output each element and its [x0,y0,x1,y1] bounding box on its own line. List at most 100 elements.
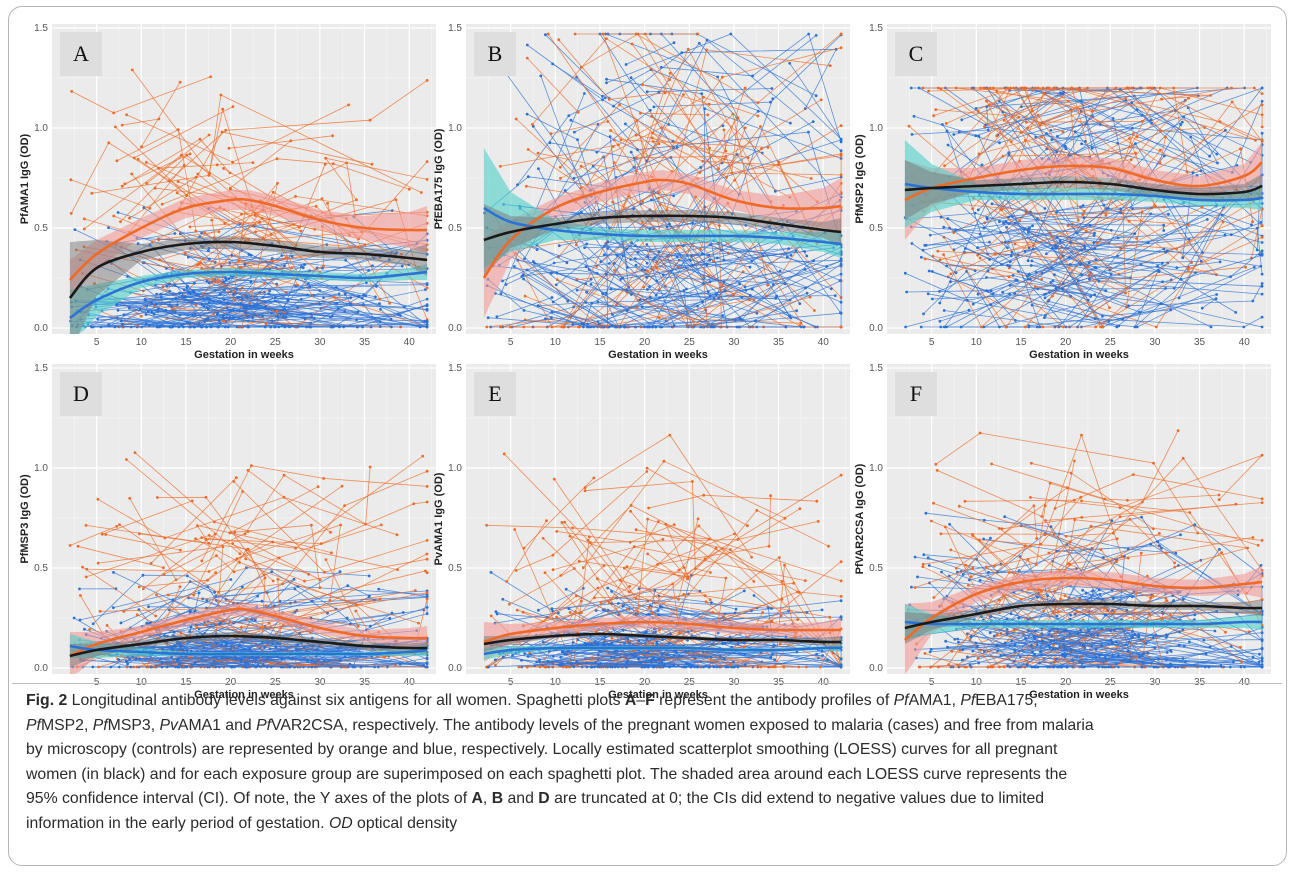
control-point [144,322,148,326]
control-point [403,305,406,309]
control-point [1031,247,1035,251]
case-point [580,611,583,615]
control-trace [576,39,842,162]
control-point [1102,556,1105,559]
case-point [254,230,257,234]
case-point [574,243,578,247]
case-point [1256,543,1260,547]
control-point [107,226,110,230]
control-point [839,300,843,304]
control-trace [1070,242,1166,253]
case-point [1073,459,1076,463]
control-point [1146,241,1150,245]
loess-curve-all [483,214,842,242]
control-trace [188,256,305,266]
control-point [330,325,333,329]
control-trace [113,579,231,608]
control-point [590,665,593,669]
control-point [1232,660,1235,664]
case-point [746,156,750,160]
control-point [990,202,994,206]
case-point [120,184,124,188]
case-point [1217,498,1221,501]
case-point [1154,325,1158,329]
case-point [743,86,747,90]
control-point [228,308,232,312]
control-trace [155,282,195,286]
case-point [1173,561,1176,565]
control-point [625,288,628,292]
case-trace [584,481,711,573]
case-trace [915,567,973,588]
case-point [601,32,605,36]
control-point [807,130,810,134]
case-point [559,176,562,180]
control-trace [605,33,842,192]
x-tick-label: 20 [225,337,237,348]
control-point [789,253,793,257]
x-tick-label: 15 [180,677,192,688]
case-point [514,117,518,121]
case-point [281,582,284,586]
control-point [367,574,371,578]
case-point [1023,325,1027,329]
control-point [668,632,672,636]
case-point [571,526,574,530]
case-point [499,164,502,168]
control-point [839,615,843,619]
control-point [798,302,802,305]
case-point [552,477,556,481]
control-trace [1078,254,1263,282]
control-point [601,98,604,102]
control-point [1001,290,1005,294]
control-point [921,248,925,252]
control-trace [958,644,1016,668]
case-point [194,229,198,233]
x-axis-label: Gestation in weeks [1029,349,1129,361]
control-point [1149,542,1152,546]
control-point [1162,229,1166,232]
case-point [995,633,999,636]
control-point [912,114,916,118]
control-point [600,650,604,653]
x-axis-label: Gestation in weeks [194,349,294,361]
case-point [76,544,80,548]
control-trace [171,293,366,310]
control-point [493,658,497,662]
case-point [815,499,819,503]
control-point [260,599,264,603]
x-tick-label: 25 [684,337,696,348]
case-point [549,132,553,135]
case-point [297,226,301,229]
control-point [769,656,773,660]
control-point [769,100,772,104]
x-tick-label: 35 [359,337,371,348]
case-point [142,587,145,591]
case-point [711,610,714,614]
control-trace [1009,285,1095,295]
case-point [708,598,712,602]
control-point [425,282,429,285]
control-point [1177,296,1181,300]
case-point [779,614,783,618]
case-point [1260,501,1264,504]
control-point [1162,223,1165,227]
case-point [1101,325,1105,329]
case-point [1209,94,1212,97]
case-point [162,566,165,570]
control-trace [949,91,1064,178]
case-trace [527,57,579,113]
control-point [121,322,124,326]
control-trace [965,247,1260,302]
control-point [1223,233,1227,237]
case-trace [987,87,1166,168]
case-point [1002,665,1006,669]
control-point [653,256,657,259]
control-point [565,261,569,265]
control-point [1043,207,1047,210]
control-point [1188,640,1191,644]
control-trace [905,309,970,328]
control-point [254,657,258,661]
control-point [1158,544,1161,547]
control-point [312,316,316,320]
